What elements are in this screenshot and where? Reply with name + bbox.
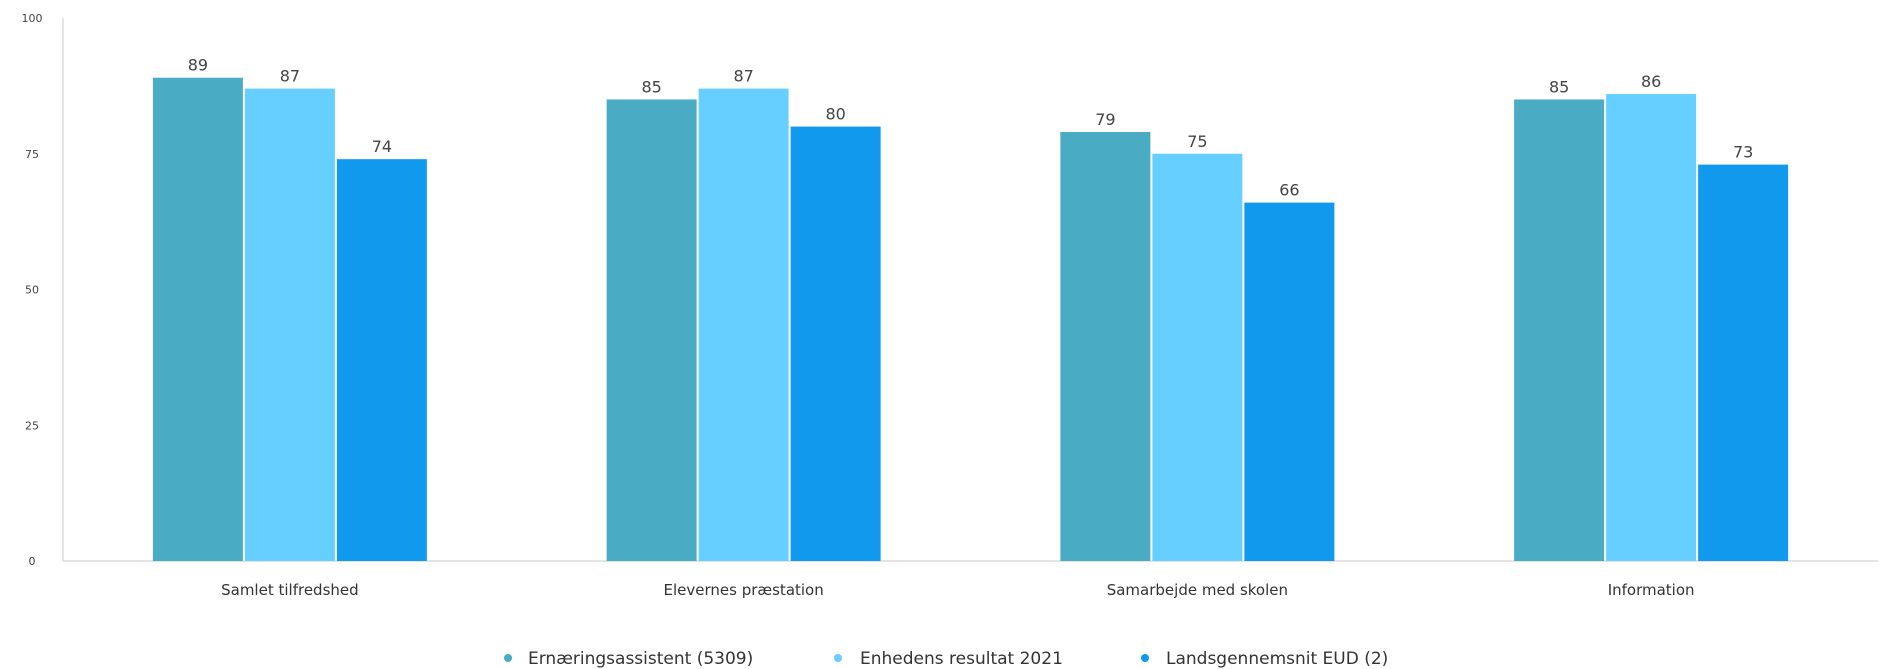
- data-label: 66: [1279, 181, 1299, 200]
- data-label: 74: [372, 137, 392, 156]
- x-axis: Samlet tilfredshed Elevernes præstation Sa…: [63, 560, 1878, 599]
- data-label: 86: [1641, 72, 1661, 91]
- x-tick-label: Elevernes præstation: [664, 581, 824, 599]
- bar[interactable]: [1514, 99, 1605, 561]
- y-tick-label: 75: [25, 148, 39, 161]
- legend-item[interactable]: Landsgennemsnit EUD (2): [1141, 649, 1388, 669]
- bar[interactable]: [790, 126, 881, 561]
- data-label: 80: [825, 105, 845, 124]
- x-tick-label: Samlet tilfredshed: [221, 581, 359, 599]
- data-label: 79: [1095, 110, 1115, 129]
- bar[interactable]: [698, 88, 789, 561]
- bar[interactable]: [152, 77, 243, 561]
- bar[interactable]: [1244, 202, 1335, 561]
- bar[interactable]: [336, 159, 427, 561]
- bar[interactable]: [606, 99, 697, 561]
- bar[interactable]: [1698, 164, 1789, 562]
- data-label: 87: [733, 67, 753, 86]
- x-tick-label: Information: [1608, 581, 1695, 599]
- y-tick-label: 100: [22, 12, 43, 25]
- legend-label: Landsgennemsnit EUD (2): [1166, 649, 1388, 669]
- y-tick-label: 50: [25, 284, 39, 297]
- y-tick-label: 0: [29, 555, 36, 568]
- y-axis: 0 25 50 75 100: [22, 12, 64, 568]
- legend-item[interactable]: Ernæringsassistent (5309): [504, 649, 753, 669]
- legend-label: Ernæringsassistent (5309): [528, 649, 753, 669]
- value-labels: 89 87 74 85 87 80 79 75 66 85 86 73: [188, 56, 1754, 200]
- data-label: 85: [1549, 77, 1569, 96]
- bar[interactable]: [1152, 153, 1243, 561]
- bar[interactable]: [1060, 132, 1151, 561]
- bars: [152, 77, 1789, 562]
- x-tick-label: Samarbejde med skolen: [1107, 581, 1288, 599]
- legend-marker: [1141, 654, 1149, 662]
- legend[interactable]: Ernæringsassistent (5309) Enhedens result…: [504, 649, 1388, 669]
- data-label: 89: [188, 56, 208, 75]
- data-label: 85: [641, 77, 661, 96]
- data-label: 87: [280, 67, 300, 86]
- legend-marker: [834, 654, 842, 662]
- legend-label: Enhedens resultat 2021: [860, 649, 1063, 669]
- bar[interactable]: [244, 88, 335, 561]
- legend-item[interactable]: Enhedens resultat 2021: [834, 649, 1063, 669]
- legend-marker: [504, 654, 512, 662]
- y-tick-label: 25: [25, 419, 39, 432]
- bar[interactable]: [1606, 94, 1697, 562]
- data-label: 75: [1187, 132, 1207, 151]
- data-label: 73: [1733, 143, 1753, 162]
